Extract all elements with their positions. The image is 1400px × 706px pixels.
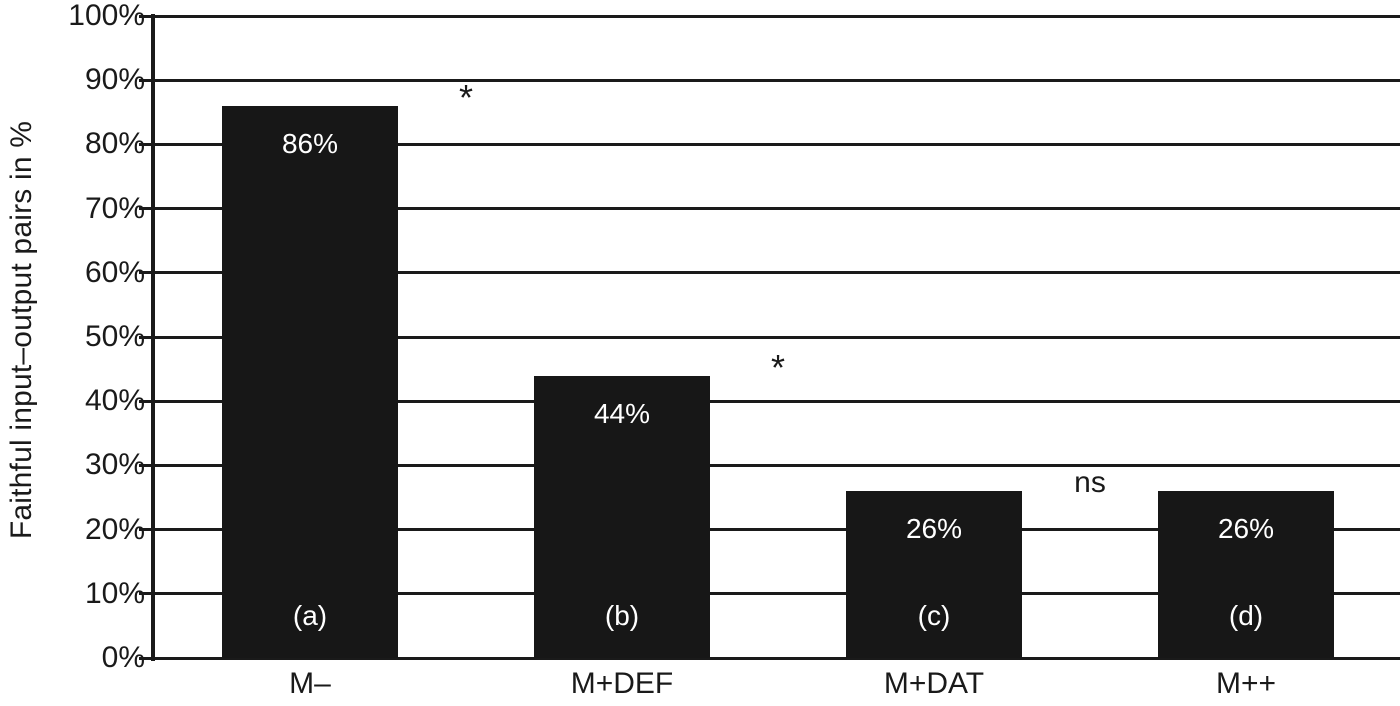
y-axis-tick [139,592,153,596]
bar: 26% (c) [846,491,1022,658]
bar-value-label: 44% [593,397,651,429]
y-tick-label: 40% [84,384,145,418]
significance-marker: * [458,76,474,118]
y-axis-tick [139,399,153,403]
y-axis-tick [139,207,153,211]
x-category-label: M++ [1215,667,1277,700]
gridline [153,271,1400,275]
bar-letter-label: (b) [604,599,640,631]
y-axis-line [151,14,155,661]
y-axis-tick [139,271,153,275]
x-category-label: M+DEF [570,667,674,700]
bar-value-label: 86% [281,127,339,159]
y-axis-tick [139,656,153,660]
y-axis-tick [139,463,153,467]
bar-value-label: 26% [905,513,963,545]
gridline [153,463,1400,467]
y-axis-tick [139,142,153,146]
gridline [153,335,1400,339]
y-axis-tick [139,335,153,339]
y-tick-label: 100% [68,0,145,32]
gridline [153,592,1400,596]
x-category-label: M– [289,667,331,700]
significance-marker: ns [1074,466,1106,500]
gridline [153,14,1400,18]
bar-letter-label: (d) [1228,599,1264,631]
bar-value-label: 26% [1217,513,1275,545]
y-tick-label: 90% [84,63,145,97]
gridline [153,528,1400,532]
x-category-label: M+DAT [883,667,985,700]
gridline [153,142,1400,146]
bar: 44% (b) [534,375,710,658]
y-tick-label: 80% [84,127,145,161]
bar: 26% (d) [1158,491,1334,658]
bar-letter-label: (a) [292,599,328,631]
y-tick-label: 0% [101,641,145,674]
y-tick-label: 50% [84,320,145,353]
y-tick-label: 70% [84,191,145,225]
gridline [153,399,1400,403]
y-tick-label: 30% [84,448,145,482]
bar-letter-label: (c) [917,599,951,631]
gridline [153,656,1400,660]
significance-marker: * [770,346,786,388]
gridline [153,78,1400,82]
y-axis-tick [139,528,153,532]
y-axis-tick [139,14,153,18]
y-tick-label: 60% [84,255,145,289]
y-tick-label: 10% [84,576,145,610]
y-tick-label: 20% [84,512,145,546]
gridline [153,207,1400,211]
y-axis-tick [139,78,153,82]
bar: 86% (a) [222,105,398,658]
